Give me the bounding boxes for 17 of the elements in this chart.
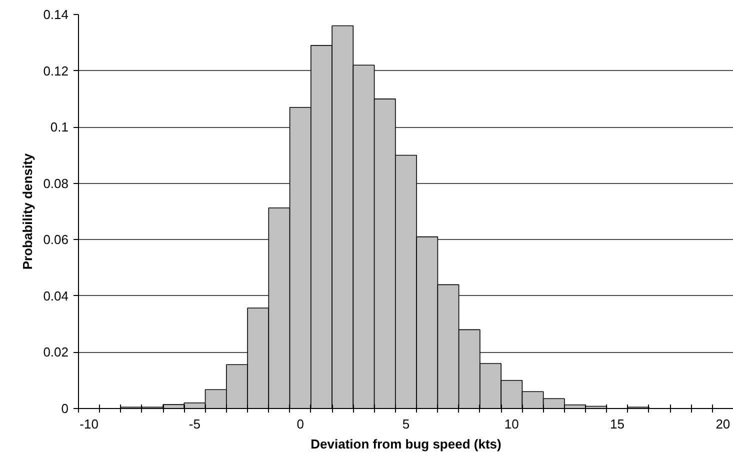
y-tick-label: 0 — [61, 401, 69, 416]
x-tick-label: -10 — [80, 416, 98, 432]
y-tick-label: 0.12 — [43, 63, 69, 78]
x-tick-label: 10 — [504, 416, 519, 432]
y-tick-label: 0.08 — [43, 176, 69, 191]
y-axis-title: Probability density — [20, 152, 36, 270]
y-tick-label: 0.02 — [43, 344, 69, 360]
y-tick-label: 0.06 — [43, 232, 69, 248]
x-tick-label: 15 — [610, 416, 625, 432]
y-tick-label: 0.1 — [50, 120, 69, 135]
x-axis-title: Deviation from bug speed (kts) — [310, 436, 502, 452]
x-tick-label: 0 — [296, 416, 304, 432]
x-tick-label: 20 — [716, 416, 730, 432]
y-tick-label: 0.14 — [43, 7, 69, 22]
x-tick-label: -5 — [188, 416, 200, 432]
x-tick-label: 5 — [402, 416, 410, 432]
y-tick-label: 0.04 — [43, 288, 69, 304]
